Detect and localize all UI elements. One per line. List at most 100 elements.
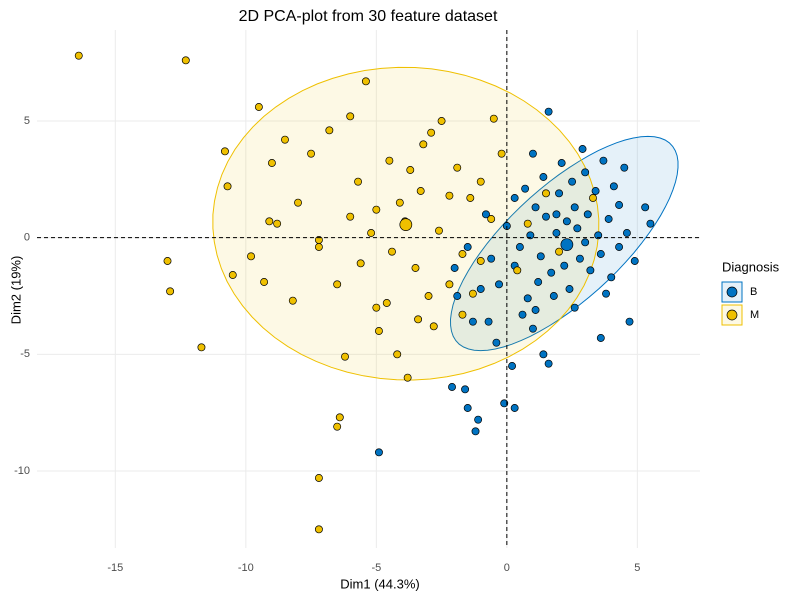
point (539, 173, 548, 181)
y-tick-label: -5 (20, 348, 30, 360)
point (372, 303, 381, 312)
point (575, 254, 584, 263)
point (568, 177, 577, 186)
point (223, 182, 232, 191)
point (620, 163, 629, 172)
y-tick-label: -10 (14, 465, 30, 477)
point (528, 149, 537, 158)
point (281, 135, 289, 144)
point (307, 149, 316, 158)
point (445, 280, 454, 289)
point (526, 231, 535, 240)
point (458, 310, 467, 319)
point (544, 107, 553, 116)
x-tick-label: 0 (504, 562, 510, 574)
point (630, 257, 639, 265)
group-mean (560, 238, 574, 252)
point (474, 415, 483, 424)
point (333, 280, 342, 289)
point (565, 285, 574, 293)
point (385, 156, 394, 165)
point (518, 310, 527, 319)
ellipses (212, 66, 679, 381)
point (510, 404, 519, 412)
point (542, 212, 550, 221)
point (615, 243, 624, 251)
point (445, 191, 454, 200)
point (589, 194, 597, 202)
point (513, 266, 522, 275)
point (468, 289, 477, 298)
point (254, 103, 263, 111)
point (497, 149, 506, 158)
point (625, 317, 634, 326)
point (419, 140, 428, 149)
point (544, 359, 553, 368)
point (416, 187, 425, 195)
point (367, 229, 376, 237)
point (599, 156, 608, 165)
point (570, 203, 579, 212)
point (372, 205, 381, 214)
point (596, 334, 605, 342)
point (314, 525, 323, 534)
point (547, 268, 556, 277)
point (382, 299, 391, 307)
point (489, 114, 498, 123)
point (403, 373, 412, 382)
x-tick-label: -15 (107, 562, 123, 574)
point (581, 238, 590, 247)
point (453, 163, 462, 172)
point (354, 177, 363, 186)
point (552, 229, 561, 237)
x-tick-label: -10 (238, 562, 254, 574)
point (356, 259, 365, 268)
legend-marker (726, 309, 738, 321)
point (429, 322, 438, 331)
point (228, 271, 237, 279)
point (220, 147, 229, 156)
point (463, 404, 472, 412)
point (594, 231, 603, 240)
point (314, 243, 323, 251)
point (166, 287, 175, 296)
point (163, 257, 172, 265)
point (562, 217, 571, 226)
legend-label: B (750, 286, 757, 298)
points (74, 51, 655, 534)
point (476, 257, 485, 265)
y-axis-label: Dim2 (19%) (8, 256, 23, 325)
point (341, 352, 349, 361)
point (476, 177, 485, 186)
point (288, 296, 297, 305)
point (265, 217, 274, 226)
point (435, 226, 443, 235)
point (395, 198, 404, 207)
point (515, 243, 524, 251)
point (197, 343, 206, 352)
point (468, 317, 477, 326)
point (570, 303, 579, 312)
point (542, 189, 550, 198)
point (346, 112, 355, 121)
point (181, 56, 190, 65)
y-tick-label: 0 (24, 232, 30, 244)
point (508, 362, 517, 370)
point (531, 203, 540, 212)
point (314, 474, 323, 482)
point (596, 250, 605, 258)
point (586, 266, 595, 275)
point (495, 280, 503, 289)
x-tick-label: 5 (634, 562, 640, 574)
point (463, 243, 472, 251)
point (487, 254, 496, 263)
point (591, 187, 600, 195)
point (333, 422, 342, 431)
group-mean (399, 218, 413, 231)
point (583, 210, 592, 219)
point (581, 168, 590, 177)
point (528, 324, 537, 333)
point (461, 385, 470, 394)
point (346, 212, 355, 221)
